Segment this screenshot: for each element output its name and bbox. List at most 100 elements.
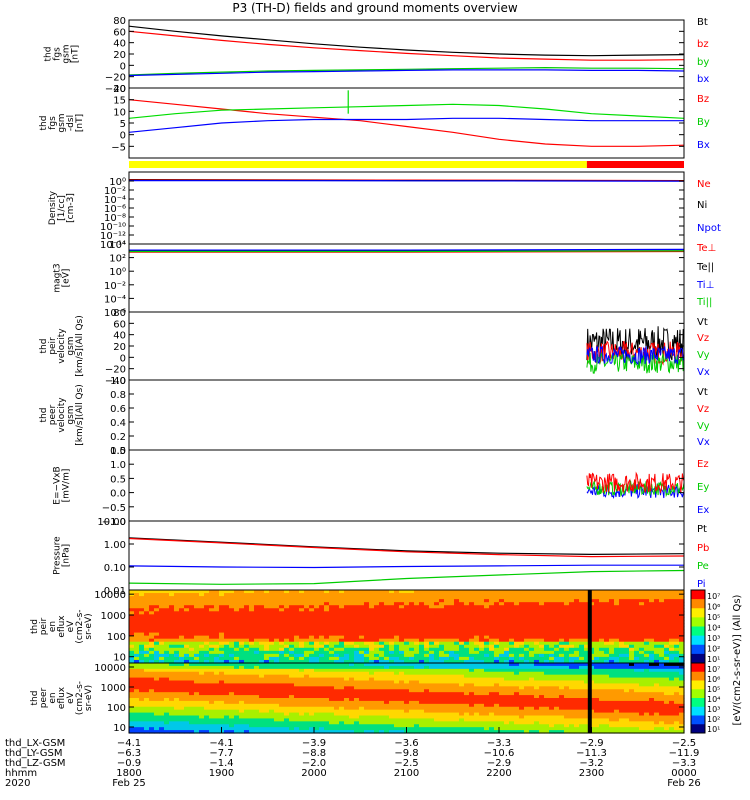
spectrogram-cell [449, 695, 455, 699]
spectrogram-cell [379, 596, 385, 600]
spectrogram-cell [374, 647, 380, 652]
spectrogram-cell [429, 674, 435, 679]
spectrogram-cell [324, 617, 330, 622]
spectrogram-cell [344, 608, 350, 612]
spectrogram-cell [529, 692, 535, 696]
spectrogram-cell [264, 706, 270, 711]
spectrogram-cell [509, 626, 515, 631]
spectrogram-cell [324, 689, 330, 693]
spectrogram-cell [274, 683, 280, 687]
spectrogram-cell [139, 608, 145, 612]
spectrogram-cell [134, 706, 140, 711]
spectrogram-cell [359, 623, 365, 628]
spectrogram-cell [294, 629, 300, 634]
spectrogram-cell [224, 653, 230, 658]
spectrogram-cell [204, 663, 210, 667]
spectrogram-cell [499, 602, 505, 606]
spectrogram-cell [539, 715, 545, 720]
spectrogram-cell [469, 712, 475, 717]
spectrogram-cell [174, 641, 180, 646]
spectrogram-cell [509, 689, 515, 693]
spectrogram-cell [469, 686, 475, 690]
spectrogram-cell [269, 724, 275, 728]
spectrogram-cell [269, 647, 275, 652]
spectrogram-cell [509, 656, 515, 661]
spectrogram-cell [514, 709, 520, 714]
spectrogram-cell [279, 626, 285, 631]
spectrogram-cell [199, 626, 205, 631]
spectrogram-cell [629, 632, 635, 637]
spectrogram-cell [424, 605, 430, 609]
spectrogram-cell [564, 653, 570, 658]
spectrogram-cell [209, 671, 215, 676]
spectrogram-cell [294, 665, 300, 670]
spectrogram-cell [159, 709, 165, 714]
spectrogram-cell [529, 590, 535, 594]
spectrogram-cell [339, 703, 345, 708]
spectrogram-cell [494, 647, 500, 652]
spectrogram-cell [634, 602, 640, 606]
spectrogram-cell [149, 683, 155, 687]
spectrogram-cell [549, 623, 555, 628]
noise-series-ez [586, 471, 685, 494]
spectrogram-cell [309, 650, 315, 655]
spectrogram-cell [404, 700, 410, 705]
spectrogram-cell [369, 706, 375, 711]
spectrogram-cell [444, 626, 450, 631]
spectrogram-cell [469, 614, 475, 618]
spectrogram-cell [369, 623, 375, 628]
spectrogram-cell [169, 706, 175, 711]
spectrogram-cell [159, 692, 165, 696]
spectrogram-cell [534, 599, 540, 603]
spectrogram-cell [139, 605, 145, 609]
spectrogram-cell [189, 599, 195, 603]
spectrogram-cell [514, 617, 520, 622]
spectrogram-cell [169, 686, 175, 690]
spectrogram-cell [179, 653, 185, 658]
spectrogram-cell [154, 698, 160, 702]
spectrogram-cell [519, 671, 525, 676]
spectrogram-cell [304, 712, 310, 717]
spectrogram-cell [534, 659, 540, 664]
spectrogram-cell [424, 686, 430, 690]
spectrogram-cell [204, 605, 210, 609]
spectrogram-cell [554, 602, 560, 606]
spectrogram-cell [464, 641, 470, 646]
spectrogram-cell [289, 692, 295, 696]
spectrogram-cell [519, 683, 525, 687]
spectrogram-cell [279, 644, 285, 649]
spectrogram-cell [469, 617, 475, 622]
spectrogram-cell [414, 686, 420, 690]
spectrogram-cell [399, 700, 405, 705]
spectrogram-cell [409, 635, 415, 640]
spectrogram-cell [429, 590, 435, 594]
spectrogram-cell [149, 590, 155, 594]
spectrogram-cell [194, 671, 200, 676]
spectrogram-cell [304, 689, 310, 693]
spectrogram-cell [224, 703, 230, 708]
spectrogram-cell [134, 674, 140, 679]
spectrogram-cell [259, 692, 265, 696]
spectrogram-cell [234, 617, 240, 622]
spectrogram-cell [364, 671, 370, 676]
spectrogram-cell [359, 671, 365, 676]
spectrogram-cell [409, 614, 415, 618]
spectrogram-cell [299, 671, 305, 676]
spectrogram-cell [134, 695, 140, 699]
spectrogram-cell [564, 635, 570, 640]
spectrogram-cell [164, 698, 170, 702]
spectrogram-cell [534, 677, 540, 682]
spectrogram-cell [644, 620, 650, 625]
spectrogram-cell [169, 608, 175, 612]
spectrogram-cell [439, 632, 445, 637]
spectrogram-cell [159, 644, 165, 649]
spectrogram-cell [549, 692, 555, 696]
spectrogram-cell [229, 617, 235, 622]
spectrogram-cell [644, 599, 650, 603]
spectrogram-cell [234, 653, 240, 658]
spectrogram-cell [434, 706, 440, 711]
legend-entry-ey: Ey [697, 482, 709, 493]
spectrogram-cell [164, 709, 170, 714]
spectrogram-cell [179, 605, 185, 609]
spectrogram-cell [329, 695, 335, 699]
